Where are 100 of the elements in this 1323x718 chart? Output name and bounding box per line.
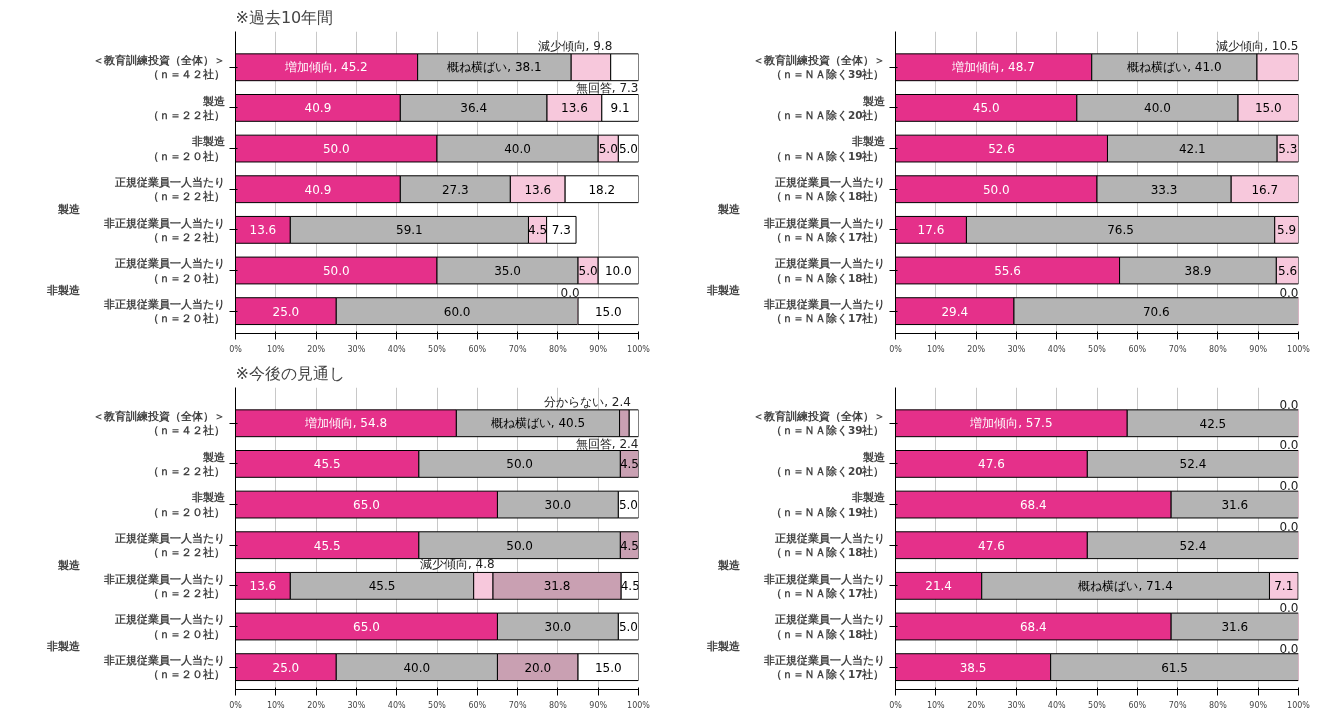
x-tick-label: 70% — [508, 700, 527, 710]
x-tick-label: 100% — [1287, 700, 1311, 710]
data-label: 40.0 — [403, 660, 431, 675]
data-label: 65.0 — [353, 498, 380, 513]
y-tick-label: 正規従業員一人当たり（ｎ＝２２社） — [113, 532, 225, 560]
x-tick-label: 0% — [889, 700, 903, 710]
data-label: 27.3 — [441, 182, 469, 197]
text: 製造 — [56, 203, 81, 217]
x-tick-label: 50% — [428, 344, 447, 354]
data-label: 4.5 — [528, 223, 548, 238]
data-label: 33.3 — [1150, 182, 1178, 197]
data-label: 分からない, 2.4 — [544, 394, 631, 409]
data-label: 13.6 — [249, 579, 277, 594]
data-label: 21.4 — [925, 579, 952, 594]
x-tick-label: 10% — [926, 700, 946, 710]
data-label: 70.6 — [1142, 304, 1170, 319]
data-label: 38.5 — [959, 660, 987, 675]
y-tick-label: 非正規従業員一人当たり（ｎ＝２０社） — [102, 297, 225, 326]
x-tick-label: 30% — [347, 344, 366, 354]
data-label: 概ね横ばい, 40.5 — [490, 416, 586, 431]
data-label: 無回答, 2.4 — [575, 437, 639, 452]
data-label: 0.0 — [1279, 397, 1299, 412]
x-tick-label: 90% — [1249, 700, 1268, 710]
x-tick-label: 10% — [926, 344, 946, 354]
data-label: 50.0 — [322, 142, 350, 157]
data-label: 50.0 — [506, 538, 533, 553]
text: 製造 — [56, 559, 81, 573]
x-tick-label: 100% — [1287, 344, 1311, 354]
data-label: 59.1 — [396, 223, 423, 238]
data-label: 5.0 — [618, 498, 638, 513]
text: 非製造 — [705, 284, 741, 298]
x-tick-label: 80% — [549, 344, 568, 354]
data-label: 42.5 — [1199, 416, 1227, 431]
y-tick-label: 正規従業員一人当たり（ｎ＝２０社） — [113, 257, 225, 285]
data-label: 無回答, 7.3 — [575, 81, 639, 96]
y-tick-label: 製造（ｎ＝ＮＡ除く20社） — [770, 94, 886, 123]
x-tick-label: 90% — [589, 700, 608, 710]
data-label: 17.6 — [917, 223, 945, 238]
data-label: 35.0 — [494, 264, 521, 278]
data-label: 61.5 — [1161, 660, 1188, 675]
data-label: 概ね横ばい, 71.4 — [1078, 578, 1173, 593]
data-label: 68.4 — [1019, 498, 1047, 513]
data-label: 31.8 — [543, 579, 571, 594]
x-tick-label: 50% — [1088, 700, 1107, 710]
x-tick-label: 20% — [307, 700, 326, 710]
x-tick-label: 40% — [387, 344, 406, 354]
y-tick-label: 正規従業員一人当たり（ｎ＝ＮＡ除く18社） — [770, 176, 885, 204]
y-tick-label: 製造（ｎ＝ＮＡ除く20社） — [770, 450, 886, 479]
data-label: 30.0 — [544, 620, 572, 634]
data-label: 5.0 — [618, 142, 638, 157]
data-label: 25.0 — [272, 660, 300, 675]
data-label: 15.0 — [1254, 101, 1282, 116]
y-tick-label: 正規従業員一人当たり（ｎ＝ＮＡ除く18社） — [770, 257, 885, 285]
x-tick-label: 30% — [1007, 344, 1026, 354]
y-tick-label: 非製造（ｎ＝２０社） — [147, 491, 226, 519]
x-tick-label: 50% — [428, 700, 447, 710]
data-label: 47.6 — [978, 457, 1005, 472]
x-tick-label: 70% — [508, 344, 527, 354]
data-label: 5.3 — [1278, 142, 1298, 157]
y-tick-label: 非正規従業員一人当たり（ｎ＝ＮＡ除く17社） — [762, 572, 885, 601]
data-label: 5.0 — [598, 142, 618, 157]
data-label: 45.5 — [313, 538, 341, 553]
x-tick-label: 0% — [889, 344, 903, 354]
x-tick-label: 20% — [967, 700, 986, 710]
data-label: 36.4 — [460, 101, 488, 116]
data-label: 52.4 — [1179, 538, 1207, 553]
data-label: 5.0 — [578, 264, 598, 278]
x-tick-label: 90% — [1249, 344, 1268, 354]
data-label: 概ね横ばい, 38.1 — [447, 60, 542, 75]
data-label: 13.6 — [249, 223, 277, 238]
y-tick-label: 正規従業員一人当たり（ｎ＝ＮＡ除く18社） — [770, 532, 885, 560]
data-label: 42.1 — [1178, 142, 1206, 157]
x-tick-label: 60% — [1128, 700, 1147, 710]
data-label: 0.0 — [1279, 641, 1299, 656]
y-tick-label: 非製造（ｎ＝ＮＡ除く19社） — [770, 491, 886, 519]
x-tick-label: 0% — [229, 344, 243, 354]
data-label: 0.0 — [1279, 600, 1299, 615]
y-tick-label: ＜教育訓練投資（全体）＞（ｎ＝ＮＡ除く39社） — [752, 410, 885, 438]
x-tick-label: 80% — [1209, 700, 1228, 710]
x-tick-label: 100% — [627, 700, 651, 710]
data-label: 増加傾向, 54.8 — [303, 416, 388, 431]
y-tick-label: 正規従業員一人当たり（ｎ＝ＮＡ除く18社） — [770, 613, 885, 641]
y-tick-label: ＜教育訓練投資（全体）＞（ｎ＝４２社） — [92, 410, 225, 438]
data-label: 9.1 — [610, 101, 630, 116]
data-label: 40.0 — [504, 142, 531, 157]
data-label: 0.0 — [1279, 438, 1299, 453]
data-label: 5.6 — [1278, 264, 1298, 278]
y-tick-label: ＜教育訓練投資（全体）＞（ｎ＝ＮＡ除く39社） — [752, 54, 885, 82]
data-label: 0.0 — [1279, 285, 1299, 300]
text: 非製造 — [45, 640, 81, 654]
y-tick-label: 非正規従業員一人当たり（ｎ＝２０社） — [102, 653, 225, 682]
data-label: 45.5 — [368, 579, 396, 594]
data-label: 25.0 — [272, 304, 300, 319]
data-label: 52.4 — [1179, 457, 1207, 472]
data-label: 増加傾向, 57.5 — [969, 416, 1053, 431]
y-tick-label: 非正規従業員一人当たり（ｎ＝ＮＡ除く17社） — [762, 297, 885, 326]
x-tick-label: 20% — [307, 344, 326, 354]
x-tick-label: 80% — [1209, 344, 1228, 354]
data-label: 減少傾向, 10.5 — [1216, 38, 1299, 53]
data-label: 0.0 — [1279, 519, 1299, 534]
